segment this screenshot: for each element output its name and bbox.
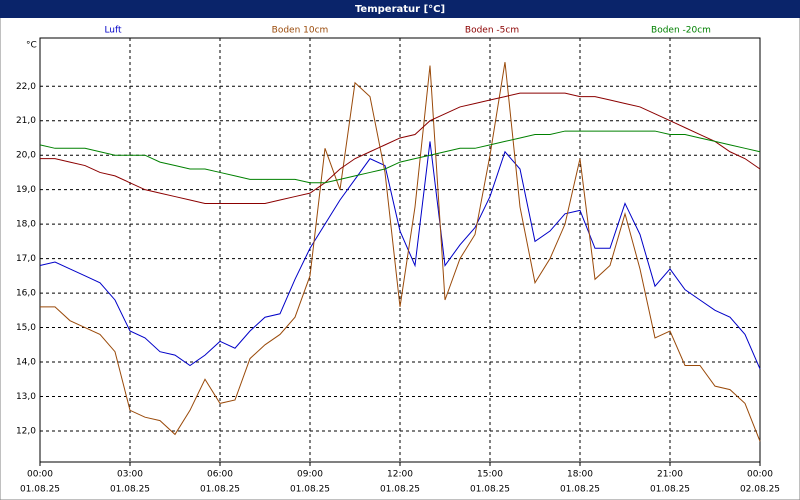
x-tick-label: 06:00 bbox=[207, 470, 233, 480]
x-tick-date: 01.08.25 bbox=[200, 485, 240, 495]
x-tick-label: 00:00 bbox=[747, 470, 773, 480]
y-tick-label: 16,0 bbox=[16, 289, 36, 299]
y-tick-label: 17,0 bbox=[16, 254, 36, 264]
x-tick-date: 01.08.25 bbox=[20, 485, 60, 495]
legend-entry: Luft bbox=[104, 26, 122, 36]
series-line bbox=[40, 92, 761, 204]
y-tick-label: 15,0 bbox=[16, 323, 36, 333]
legend-entry: Boden -5cm bbox=[465, 26, 519, 36]
x-tick-label: 03:00 bbox=[117, 470, 143, 480]
y-tick-label: 22,0 bbox=[16, 82, 36, 92]
x-tick-label: 15:00 bbox=[477, 470, 503, 480]
y-tick-label: 19,0 bbox=[16, 185, 36, 195]
y-tick-label: 14,0 bbox=[16, 358, 36, 368]
y-tick-label: 13,0 bbox=[16, 392, 36, 402]
x-tick-label: 21:00 bbox=[657, 470, 683, 480]
x-tick-date: 01.08.25 bbox=[470, 485, 510, 495]
series-line bbox=[39, 141, 761, 370]
x-tick-label: 18:00 bbox=[567, 470, 593, 480]
title-bar bbox=[0, 0, 800, 18]
x-tick-date: 01.08.25 bbox=[560, 485, 600, 495]
x-tick-date: 01.08.25 bbox=[650, 485, 690, 495]
x-tick-date: 01.08.25 bbox=[380, 485, 420, 495]
series-line bbox=[39, 130, 761, 184]
x-tick-date: 01.08.25 bbox=[290, 485, 330, 495]
legend-entry: Boden -20cm bbox=[651, 26, 711, 36]
y-tick-label: 18,0 bbox=[16, 220, 36, 230]
x-tick-date: 02.08.25 bbox=[740, 485, 780, 495]
x-tick-label: 12:00 bbox=[387, 470, 413, 480]
series-line bbox=[40, 62, 761, 442]
chart-title: Temperatur [°C] bbox=[355, 4, 445, 15]
y-tick-label: 21,0 bbox=[16, 116, 36, 126]
x-tick-date: 01.08.25 bbox=[110, 485, 150, 495]
legend-entry: Boden 10cm bbox=[272, 26, 329, 36]
y-tick-label: 12,0 bbox=[16, 426, 36, 436]
y-unit: °C bbox=[26, 41, 37, 51]
x-tick-label: 09:00 bbox=[297, 470, 323, 480]
y-tick-label: 20,0 bbox=[16, 151, 36, 161]
x-tick-label: 00:00 bbox=[27, 470, 53, 480]
